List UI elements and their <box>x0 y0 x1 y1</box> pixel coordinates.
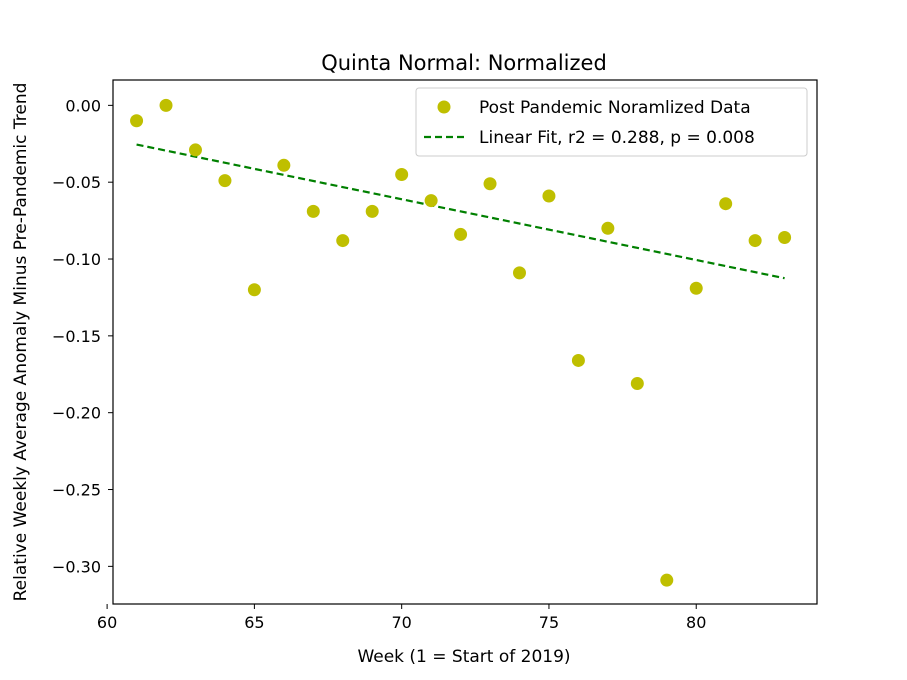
scatter-point <box>159 98 173 112</box>
scatter-point <box>719 197 733 211</box>
y-tick-label: −0.25 <box>52 481 101 500</box>
scatter-point <box>306 204 320 218</box>
plot-frame <box>112 79 818 605</box>
scatter-point <box>247 283 261 297</box>
scatter-point <box>188 143 202 157</box>
scatter-point <box>571 353 585 367</box>
fit-line <box>136 143 785 280</box>
data-layer <box>130 98 792 587</box>
scatter-point <box>601 221 615 235</box>
x-tick-label: 80 <box>686 613 706 632</box>
x-tick-label: 75 <box>539 613 559 632</box>
y-tick-label: −0.05 <box>52 173 101 192</box>
scatter-point <box>454 227 468 241</box>
x-tick-label: 65 <box>244 613 264 632</box>
y-tick-label: −0.30 <box>52 557 101 576</box>
scatter-point <box>630 376 644 390</box>
scatter-point <box>277 158 291 172</box>
y-tick-label: −0.15 <box>52 327 101 346</box>
scatter-point <box>689 281 703 295</box>
x-axis-ticks: 60 65 70 75 80 <box>97 604 706 632</box>
legend-label-scatter: Post Pandemic Noramlized Data <box>479 98 751 118</box>
scatter-point <box>483 177 497 191</box>
scatter-point <box>424 194 438 208</box>
chart-title: Quinta Normal: Normalized <box>321 51 607 75</box>
scatter-point <box>336 234 350 248</box>
x-axis-label: Week (1 = Start of 2019) <box>357 647 570 667</box>
x-tick-label: 70 <box>391 613 411 632</box>
y-tick-label: −0.20 <box>52 404 101 423</box>
legend-box <box>415 87 808 157</box>
y-tick-label: 0.00 <box>65 96 101 115</box>
legend: Post Pandemic Noramlized Data Linear Fit… <box>415 87 808 157</box>
y-axis-ticks: 0.00 −0.05 −0.10 −0.15 −0.20 −0.25 −0.30 <box>52 96 113 576</box>
scatter-point <box>395 168 409 182</box>
scatter-point <box>130 114 144 128</box>
scatter-point <box>512 266 526 280</box>
y-axis-label: Relative Weekly Average Anomaly Minus Pr… <box>11 83 31 602</box>
x-tick-label: 60 <box>97 613 117 632</box>
scatter-point <box>218 174 232 188</box>
scatter-point <box>542 189 556 203</box>
legend-label-fit: Linear Fit, r2 = 0.288, p = 0.008 <box>479 128 755 148</box>
scatter-point <box>748 234 762 248</box>
legend-marker-scatter <box>437 100 451 114</box>
scatter-point <box>778 231 792 245</box>
scatter-point <box>660 573 674 587</box>
y-tick-label: −0.10 <box>52 250 101 269</box>
scatter-point <box>365 204 379 218</box>
